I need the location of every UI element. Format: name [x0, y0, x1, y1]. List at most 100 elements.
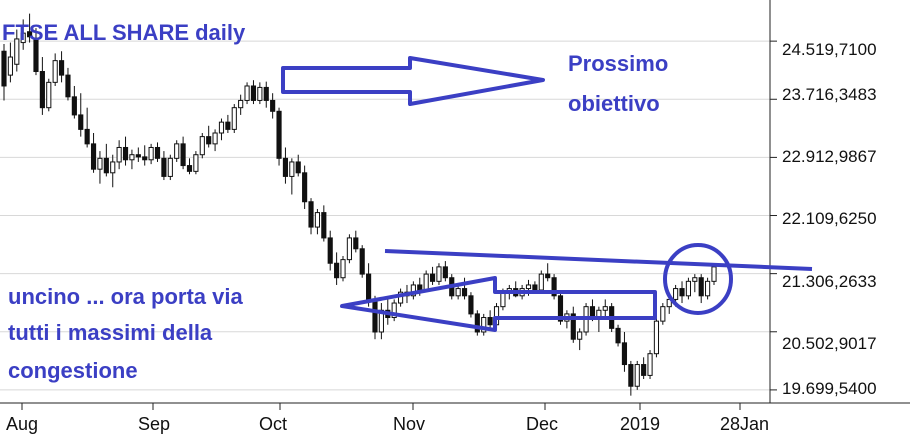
- target-annotation-line: obiettivo: [568, 91, 660, 116]
- x-tick-label: Nov: [393, 414, 425, 434]
- candle-down: [545, 273, 551, 279]
- candle-down: [334, 262, 340, 279]
- x-tick-label: Oct: [259, 414, 287, 434]
- candle-up: [129, 154, 135, 161]
- hook-annotation-line: congestione: [8, 358, 138, 383]
- candle-down: [429, 273, 436, 282]
- candle-up: [391, 302, 397, 319]
- candle-down: [532, 284, 538, 291]
- candle-up: [647, 353, 653, 376]
- candle-down: [161, 157, 167, 177]
- candle-down: [186, 165, 193, 172]
- candle-down: [302, 172, 308, 203]
- candle-down: [679, 288, 685, 297]
- candle-up: [231, 107, 237, 130]
- target-arrow: [281, 56, 545, 106]
- candle-down: [122, 146, 129, 161]
- candle-down: [321, 212, 327, 239]
- candle-up: [218, 121, 225, 134]
- candle-down: [263, 86, 269, 101]
- candle-down: [698, 277, 704, 297]
- candle-up: [711, 266, 717, 282]
- candle-up: [314, 212, 321, 228]
- candle-up: [481, 317, 487, 333]
- candle-up: [410, 284, 416, 297]
- candle-down: [308, 201, 314, 228]
- candle-up: [634, 364, 640, 387]
- hook-arrow: [340, 276, 657, 332]
- candle-up: [455, 288, 461, 297]
- candle-up: [257, 86, 263, 101]
- candle-down: [58, 60, 65, 76]
- candle-down: [71, 96, 77, 116]
- candle-down: [84, 128, 90, 145]
- candle-up: [538, 273, 544, 291]
- candle-up: [685, 280, 691, 297]
- resistance-trendline: [384, 249, 813, 271]
- candle-up: [116, 146, 122, 163]
- x-tick-label: 2019: [620, 414, 660, 434]
- x-tick-label: Dec: [526, 414, 558, 434]
- candle-down: [135, 154, 141, 158]
- y-tick-label: 21.306,2633: [782, 272, 877, 291]
- candle-up: [602, 306, 608, 311]
- candle-down: [1, 50, 7, 87]
- candle-down: [487, 317, 493, 326]
- candle-up: [673, 288, 679, 300]
- candle-down: [276, 110, 282, 159]
- hook-annotation-line: tutti i massimi della: [8, 320, 213, 345]
- candle-up: [436, 266, 442, 282]
- target-annotation-line: Prossimo: [568, 51, 668, 76]
- candle-down: [90, 143, 97, 170]
- candle-down: [282, 157, 289, 177]
- candle-up: [289, 161, 295, 177]
- candle-down: [65, 74, 71, 98]
- highlight-circle: [663, 243, 733, 315]
- candle-down: [295, 161, 301, 174]
- candle-up: [244, 85, 250, 101]
- chart-title: FTSE ALL SHARE daily: [2, 20, 246, 45]
- candle-down: [270, 99, 276, 112]
- candle-down: [372, 298, 378, 333]
- candle-up: [193, 154, 199, 172]
- y-tick-label: 24.519,7100: [782, 40, 877, 59]
- x-tick-label: Sep: [138, 414, 170, 434]
- candle-up: [500, 291, 506, 308]
- candle-down: [628, 364, 634, 387]
- candle-up: [705, 280, 711, 297]
- candle-down: [417, 284, 423, 291]
- candle-down: [33, 37, 39, 73]
- candle-up: [525, 284, 532, 290]
- candle-up: [423, 273, 429, 291]
- candle-up: [238, 99, 244, 109]
- candle-up: [653, 320, 660, 355]
- y-tick-label: 19.699,5400: [782, 379, 877, 398]
- candle-up: [110, 161, 116, 174]
- candle-down: [353, 237, 359, 250]
- candle-up: [52, 60, 58, 83]
- candle-up: [167, 157, 173, 177]
- candle-down: [461, 288, 468, 297]
- candle-down: [180, 143, 186, 167]
- candle-down: [621, 342, 628, 366]
- candle-up: [14, 38, 20, 65]
- candle-down: [442, 266, 448, 279]
- candle-up: [199, 136, 205, 156]
- candle-down: [641, 364, 647, 376]
- y-tick-label: 23.716,3483: [782, 85, 877, 104]
- candle-down: [327, 237, 333, 264]
- candle-up: [174, 143, 180, 159]
- candle-up: [346, 237, 352, 261]
- candle-down: [78, 114, 84, 130]
- candle-down: [206, 136, 212, 145]
- candle-down: [474, 313, 480, 333]
- candle-up: [20, 32, 26, 44]
- gridlines: [0, 40, 770, 391]
- candle-down: [589, 306, 596, 319]
- candle-up: [340, 259, 346, 279]
- candle-up: [660, 306, 666, 322]
- candle-down: [225, 121, 231, 130]
- candle-up: [577, 331, 583, 340]
